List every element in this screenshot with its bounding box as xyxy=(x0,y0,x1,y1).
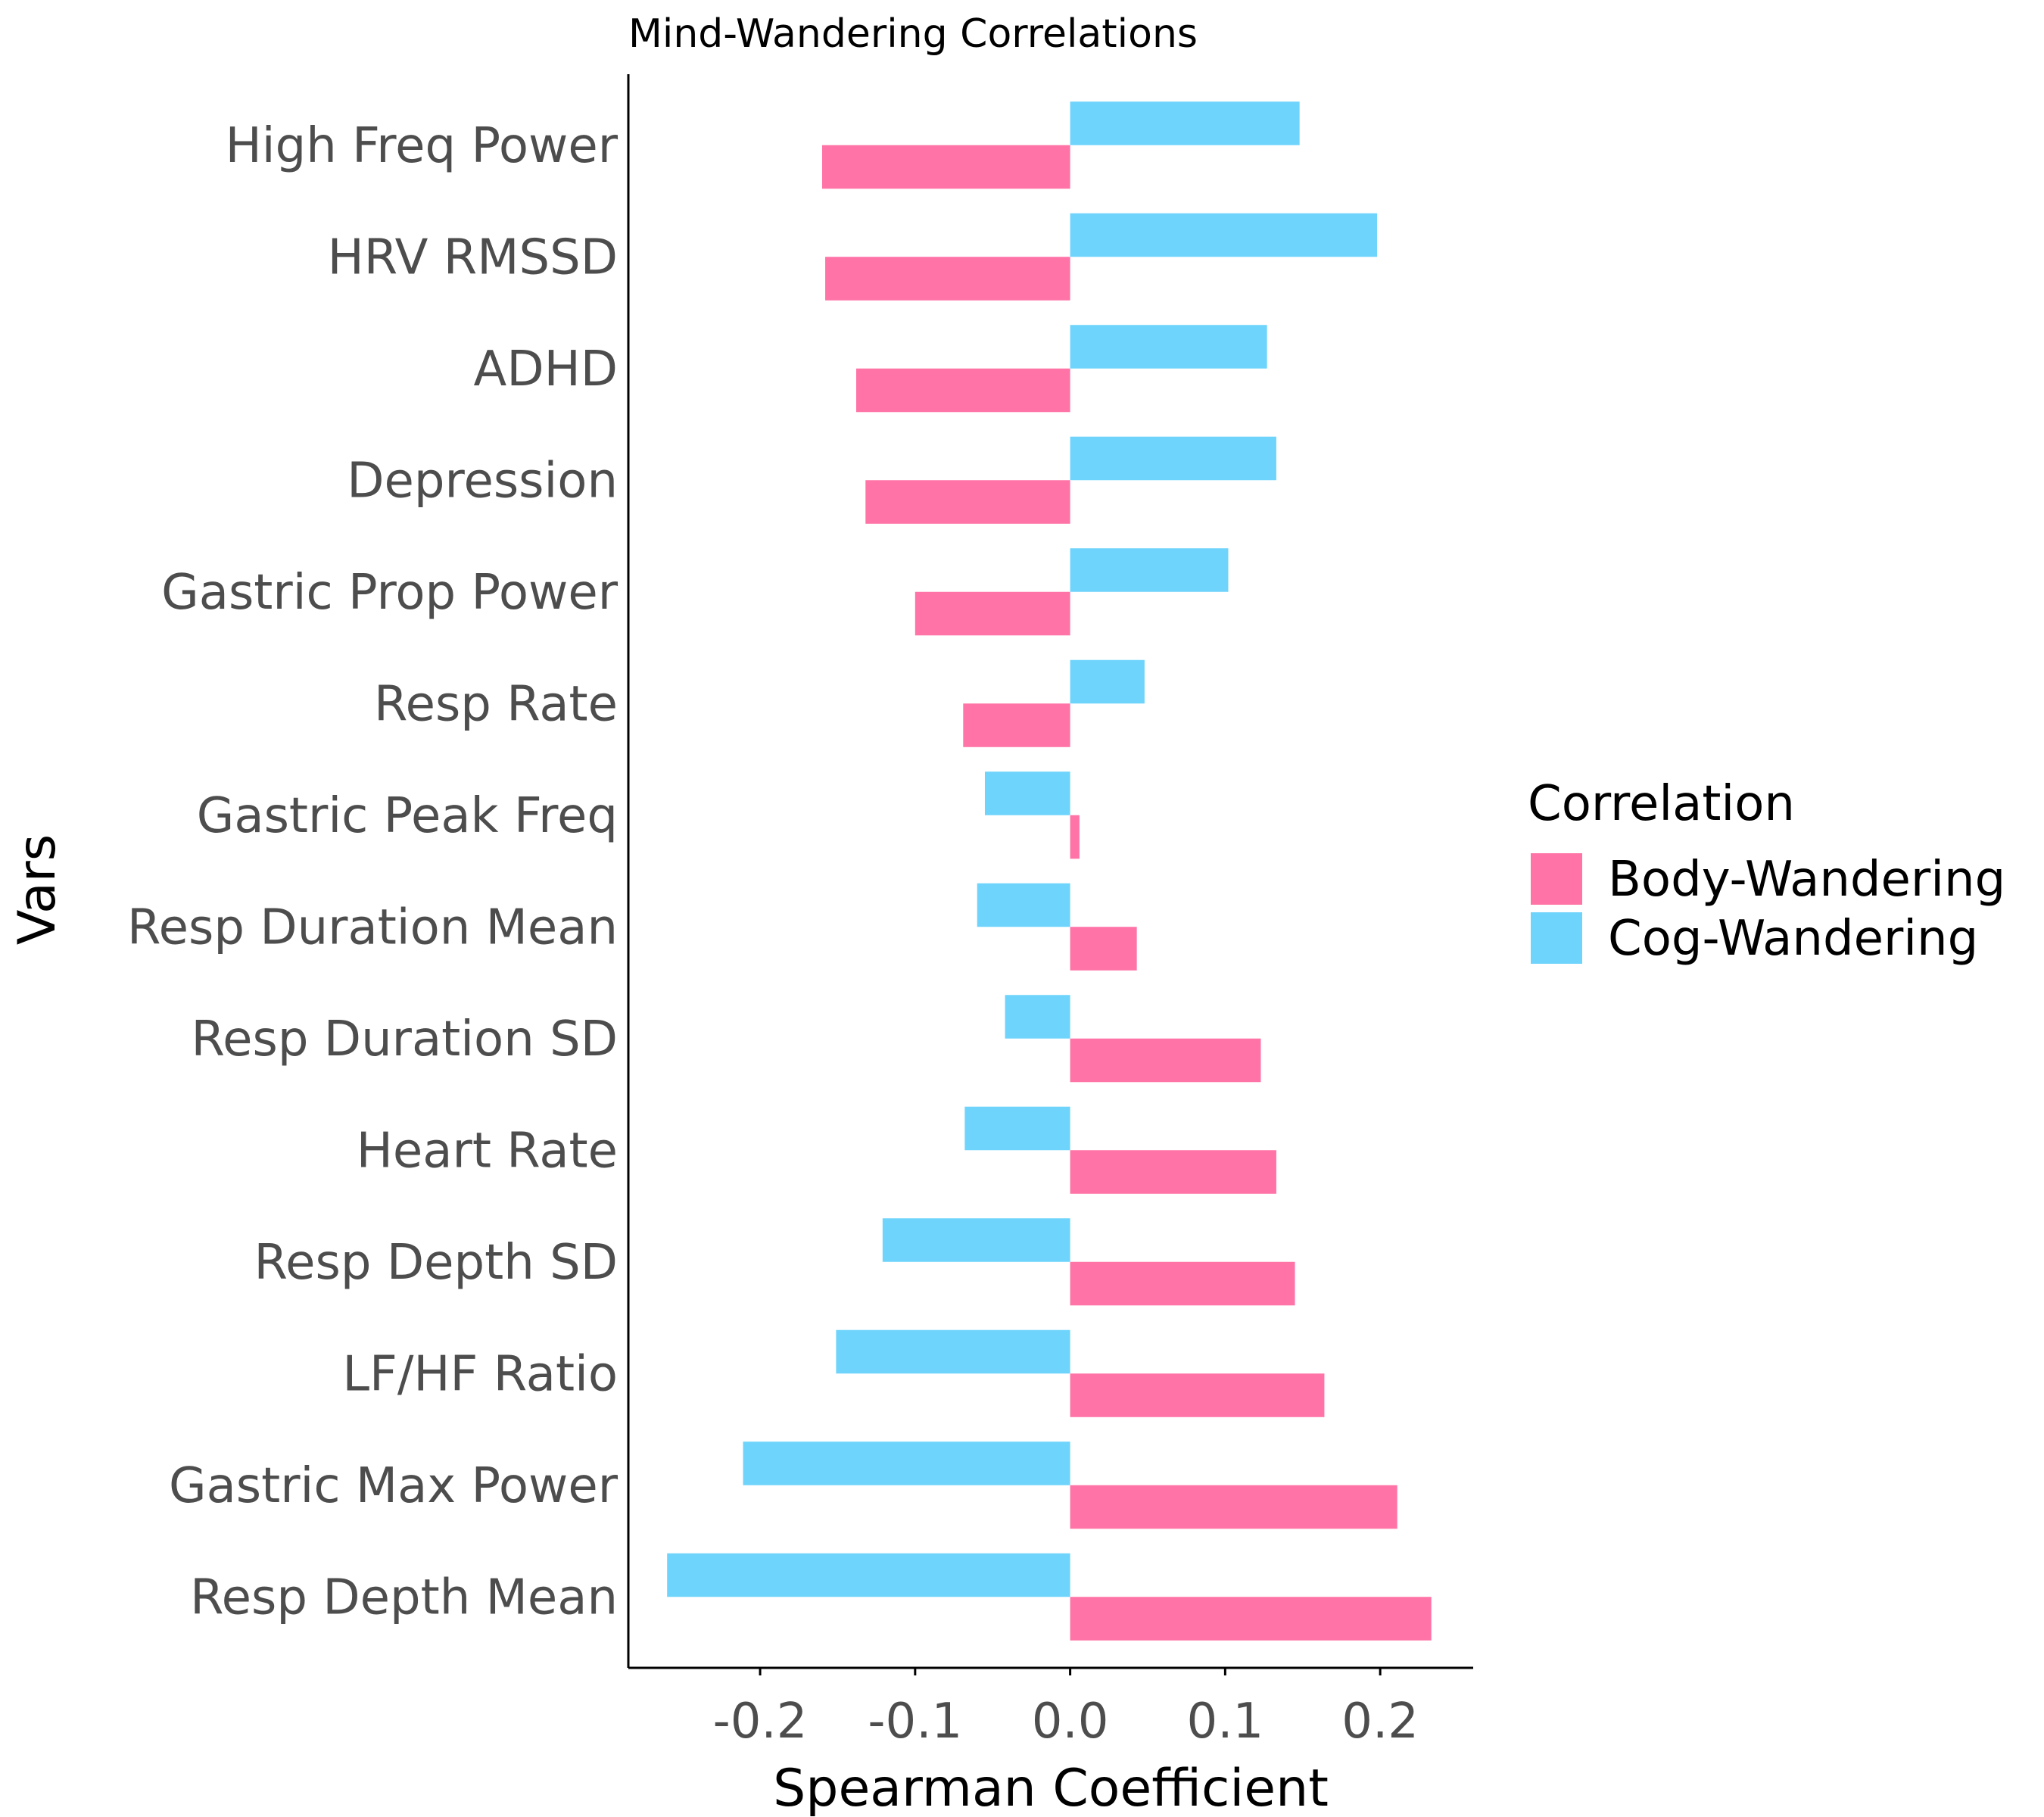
x-tick-label: 0.0 xyxy=(1032,1694,1109,1750)
bar-body-wandering-lf-hf-ratio xyxy=(1070,1373,1325,1417)
category-label: ADHD xyxy=(474,341,618,397)
legend-label-body-wandering: Body-Wandering xyxy=(1608,852,2005,908)
bar-body-wandering-gastric-prop-power xyxy=(915,591,1070,636)
bar-body-wandering-resp-rate xyxy=(963,703,1070,747)
bar-body-wandering-heart-rate xyxy=(1070,1150,1276,1194)
legend-title: Correlation xyxy=(1528,776,1795,832)
bar-body-wandering-gastric-peak-freq xyxy=(1070,815,1080,859)
category-label: Gastric Prop Power xyxy=(161,565,618,621)
bar-body-wandering-resp-depth-sd xyxy=(1070,1261,1295,1306)
bars xyxy=(667,101,1432,1641)
category-label: Resp Duration SD xyxy=(192,1011,618,1067)
category-label: Resp Duration Mean xyxy=(127,899,618,955)
category-label: Resp Depth SD xyxy=(254,1235,618,1291)
chart-title: Mind-Wandering Correlations xyxy=(628,11,1198,57)
x-tick-label: -0.2 xyxy=(713,1694,808,1750)
category-label: LF/HF Ratio xyxy=(342,1346,618,1402)
category-label: HRV RMSSD xyxy=(328,229,618,285)
category-label: Gastric Peak Freq xyxy=(197,788,618,844)
bar-body-wandering-hrv-rmssd xyxy=(825,257,1070,301)
x-axis-title: Spearman Coefficient xyxy=(773,1759,1329,1817)
bar-cog-wandering-lf-hf-ratio xyxy=(836,1329,1070,1374)
x-tick-label: 0.2 xyxy=(1341,1694,1419,1750)
category-label: High Freq Power xyxy=(226,118,618,174)
bar-cog-wandering-gastric-peak-freq xyxy=(984,771,1070,815)
bar-cog-wandering-resp-depth-sd xyxy=(882,1218,1070,1262)
bar-cog-wandering-depression xyxy=(1070,436,1276,481)
bar-cog-wandering-gastric-prop-power xyxy=(1070,548,1229,592)
legend-swatch-cog-wandering xyxy=(1531,912,1582,964)
x-tick-label: -0.1 xyxy=(868,1694,962,1750)
bar-body-wandering-gastric-max-power xyxy=(1070,1485,1397,1529)
bar-cog-wandering-resp-duration-mean xyxy=(977,883,1070,927)
bar-cog-wandering-gastric-max-power xyxy=(743,1441,1070,1485)
bar-cog-wandering-heart-rate xyxy=(964,1106,1070,1151)
bar-body-wandering-resp-depth-mean xyxy=(1070,1597,1432,1641)
bar-body-wandering-resp-duration-sd xyxy=(1070,1038,1261,1083)
bar-cog-wandering-resp-duration-sd xyxy=(1005,995,1070,1039)
bar-body-wandering-resp-duration-mean xyxy=(1070,927,1137,971)
category-label: Resp Depth Mean xyxy=(190,1569,618,1625)
legend-label-cog-wandering: Cog-Wandering xyxy=(1608,911,1978,967)
category-label: Heart Rate xyxy=(357,1123,618,1179)
bar-cog-wandering-adhd xyxy=(1070,325,1267,369)
x-ticks: -0.2 -0.1 0.0 0.1 0.2 xyxy=(713,1668,1419,1750)
category-label: Gastric Max Power xyxy=(169,1458,618,1514)
category-label: Resp Rate xyxy=(374,676,618,732)
bar-cog-wandering-high-freq-power xyxy=(1070,101,1300,145)
bar-body-wandering-depression xyxy=(865,480,1070,524)
y-axis-title: Vars xyxy=(8,834,67,945)
bar-cog-wandering-hrv-rmssd xyxy=(1070,213,1378,257)
x-tick-label: 0.1 xyxy=(1186,1694,1263,1750)
category-labels: High Freq Power HRV RMSSD ADHD Depression Ga… xyxy=(127,118,618,1626)
bar-cog-wandering-resp-depth-mean xyxy=(667,1553,1070,1597)
bar-body-wandering-adhd xyxy=(856,368,1070,413)
legend-swatch-body-wandering xyxy=(1531,853,1582,905)
category-label: Depression xyxy=(347,453,618,509)
bar-cog-wandering-resp-rate xyxy=(1070,659,1145,704)
bar-body-wandering-high-freq-power xyxy=(821,145,1070,189)
